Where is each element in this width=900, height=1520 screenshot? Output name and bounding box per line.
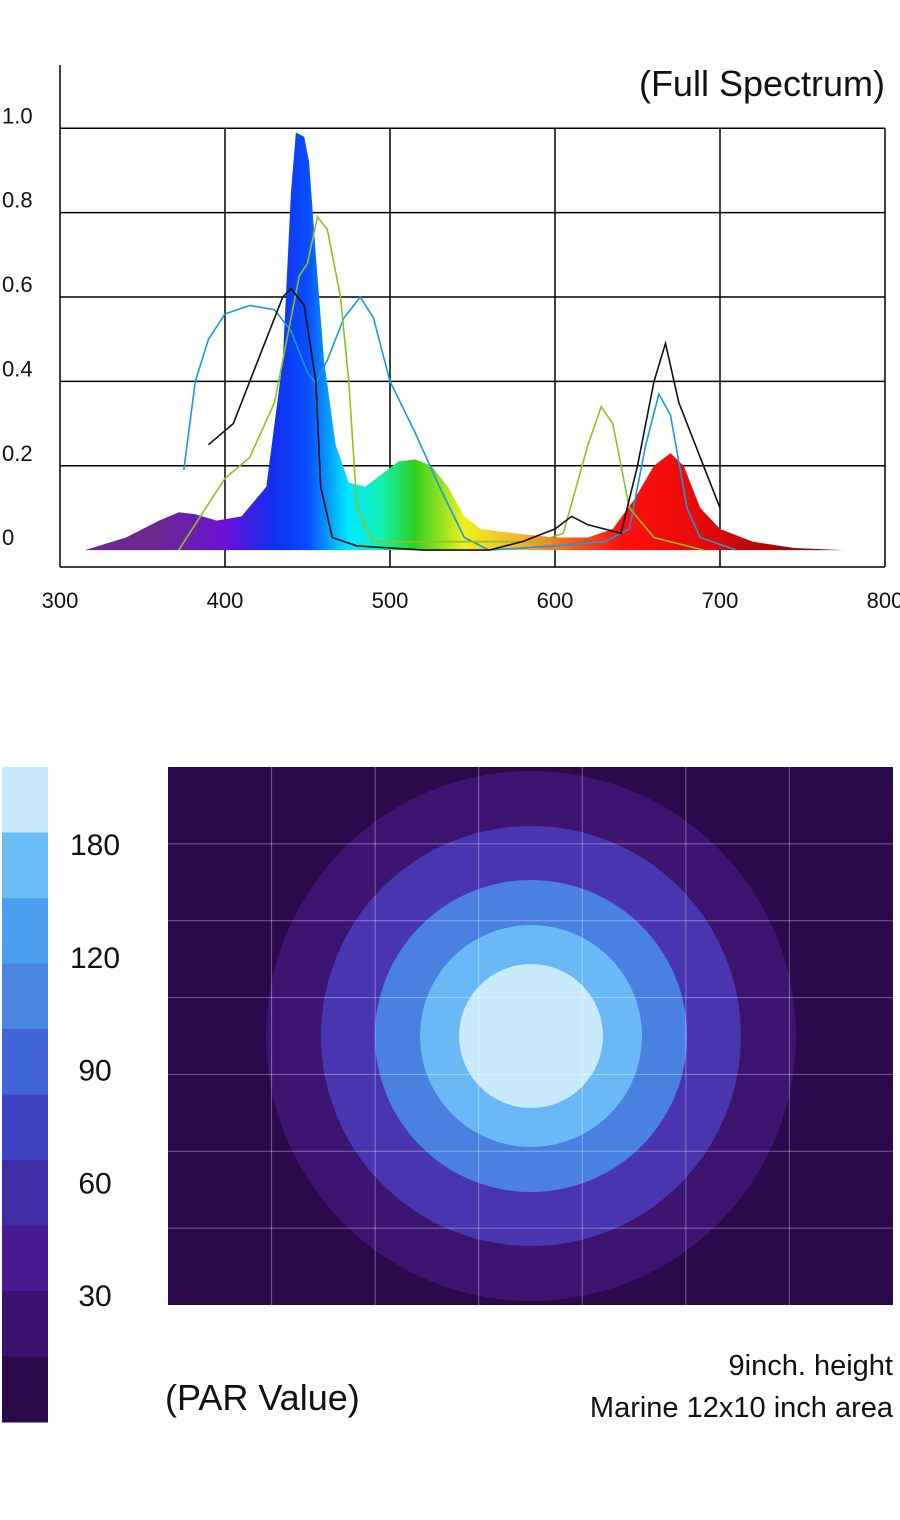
y-tick-label: 0.6 [2,272,33,297]
x-tick-label: 400 [207,588,244,613]
colorbar-tick-label: 30 [78,1280,111,1313]
y-tick-label: 0.4 [2,356,33,381]
x-tick-label: 600 [537,588,574,613]
colorbar-tick-label: 90 [78,1055,111,1088]
colorbar-cell [2,963,48,1030]
colorbar-cell [2,898,48,964]
y-tick-label: 1.0 [2,103,33,128]
colorbar-title: (PAR Value) [165,1377,360,1418]
colorbar-cell [2,1225,48,1292]
colorbar-cell [2,1094,48,1161]
map-note: 9inch. height [729,1350,893,1382]
colorbar-tick-label: 120 [70,942,120,975]
map-note: Marine 12x10 inch area [590,1392,894,1424]
x-tick-label: 500 [372,588,409,613]
y-tick-label: 0.2 [2,441,33,466]
colorbar-cell [2,1160,48,1226]
x-tick-label: 800 [867,588,900,613]
x-tick-label: 300 [42,588,79,613]
par-zone [459,964,603,1108]
colorbar-cell [2,1029,48,1095]
colorbar-cell [2,767,48,833]
spectrum-line [183,295,737,551]
y-tick-label: 0 [2,525,14,550]
spectrum-line [178,215,704,551]
colorbar-cell [2,1291,48,1357]
spectrum-line [207,287,721,551]
colorbar-tick-label: 180 [70,829,120,862]
x-tick-label: 700 [702,588,739,613]
colorbar-cell [2,1356,48,1423]
zones [266,771,796,1301]
colorbar-cell [2,832,48,899]
colorbar-tick-label: 60 [78,1167,111,1200]
chart-title: (Full Spectrum) [639,63,885,104]
spectrum-area [84,132,844,551]
y-tick-label: 0.8 [2,188,33,213]
